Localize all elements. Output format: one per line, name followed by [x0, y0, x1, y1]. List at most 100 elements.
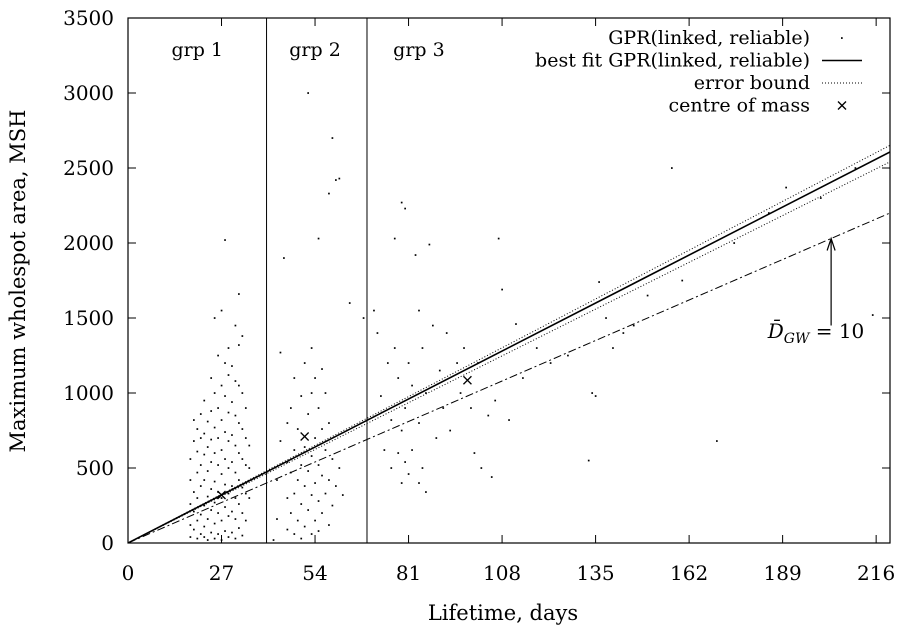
data-point — [386, 362, 389, 364]
data-point — [383, 449, 386, 451]
data-point — [203, 536, 206, 538]
data-point — [238, 452, 240, 454]
legend-label: centre of mass — [669, 95, 810, 117]
data-point — [470, 407, 472, 409]
data-point — [338, 467, 341, 469]
data-point — [206, 495, 209, 498]
data-point — [670, 167, 673, 169]
data-point — [421, 347, 424, 349]
data-point — [189, 503, 192, 505]
x-axis-title: Lifetime, days — [428, 601, 578, 625]
data-point — [445, 332, 448, 334]
data-point — [335, 485, 337, 487]
data-point — [487, 414, 490, 417]
data-point — [213, 537, 216, 540]
data-point — [286, 497, 289, 499]
y-tick-label: 0 — [101, 531, 114, 555]
data-point — [231, 485, 233, 487]
data-point — [373, 309, 375, 312]
data-point — [310, 494, 313, 496]
data-point — [210, 461, 213, 463]
data-point — [283, 257, 285, 259]
data-point — [238, 503, 240, 505]
data-point — [220, 473, 223, 475]
data-point — [193, 419, 195, 421]
data-point — [435, 437, 438, 439]
data-point — [425, 392, 427, 394]
data-point — [210, 377, 213, 379]
data-point — [449, 429, 452, 432]
x-tick-label: 189 — [764, 561, 802, 585]
data-point — [293, 533, 296, 535]
data-point — [328, 192, 330, 195]
data-point — [217, 354, 219, 357]
annotation-arrowhead — [826, 236, 836, 251]
data-point — [314, 437, 316, 439]
data-point — [393, 347, 396, 349]
legend-swatch-marker — [837, 101, 847, 110]
data-point — [224, 395, 226, 397]
data-point — [716, 440, 718, 442]
data-point — [646, 294, 649, 297]
annotation: D̄GW = 10 — [767, 236, 864, 347]
data-point — [196, 537, 199, 540]
data-point — [234, 471, 237, 474]
legend-label: error bound — [694, 72, 810, 94]
x-tick-label: 216 — [857, 561, 895, 585]
data-point — [217, 512, 219, 514]
data-point — [199, 413, 202, 415]
data-point — [324, 392, 327, 394]
data-point — [196, 428, 199, 430]
data-point — [438, 369, 441, 372]
data-point — [328, 422, 330, 424]
data-point — [335, 179, 337, 181]
data-point — [220, 384, 223, 387]
data-point — [241, 534, 244, 537]
group-label: grp 2 — [289, 39, 341, 61]
data-point — [328, 524, 330, 526]
y-tick-label: 1500 — [63, 306, 114, 330]
data-point — [317, 237, 320, 240]
data-point — [400, 429, 403, 432]
data-point — [224, 483, 226, 486]
data-point — [456, 362, 458, 364]
data-point — [494, 399, 497, 402]
data-point — [314, 519, 316, 522]
data-point — [227, 467, 230, 469]
data-point — [189, 458, 192, 460]
data-point — [397, 452, 400, 454]
data-point — [289, 407, 292, 409]
data-point — [224, 530, 226, 532]
data-point — [203, 453, 206, 456]
data-point — [231, 531, 233, 534]
data-point — [241, 392, 244, 394]
data-point — [317, 500, 320, 502]
error-bound-line — [128, 161, 890, 543]
data-point — [321, 368, 323, 370]
data-point — [217, 437, 219, 439]
centre-of-mass-marker — [462, 375, 472, 385]
data-point — [490, 476, 493, 478]
reference-line — [128, 212, 890, 543]
data-point — [303, 525, 306, 528]
legend-swatch-points — [841, 37, 843, 39]
x-tick-label: 81 — [396, 561, 421, 585]
x-tick-label: 0 — [122, 561, 135, 585]
centre-of-mass-marker — [217, 490, 226, 500]
data-point — [244, 492, 247, 495]
data-point — [300, 503, 303, 505]
data-point — [248, 497, 251, 499]
data-point — [535, 347, 538, 349]
data-point — [244, 519, 247, 522]
data-point — [203, 479, 206, 481]
data-point — [317, 464, 320, 466]
data-point — [463, 347, 465, 349]
data-point — [393, 237, 396, 240]
data-point — [785, 186, 787, 189]
data-point — [196, 497, 199, 499]
data-point — [193, 491, 195, 493]
data-point — [199, 464, 202, 466]
axes: 0 27 54 81 108 135 162 189 216 0 500 1000 1500 2000 25… — [63, 6, 895, 585]
data-point — [227, 536, 230, 538]
data-point — [213, 501, 216, 504]
